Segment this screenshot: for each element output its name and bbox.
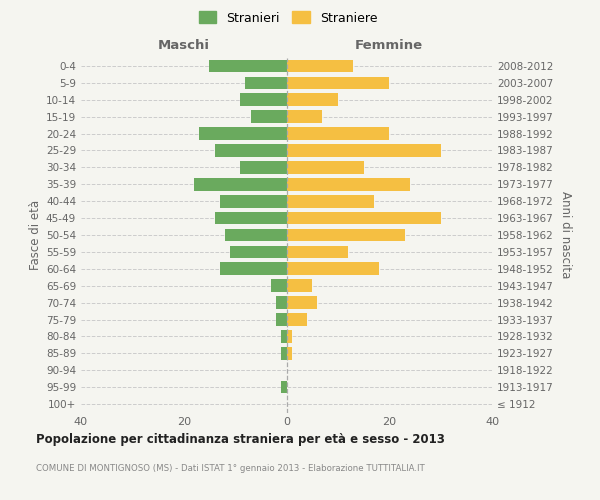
Text: Popolazione per cittadinanza straniera per età e sesso - 2013: Popolazione per cittadinanza straniera p… bbox=[36, 432, 445, 446]
Bar bbox=[281, 381, 287, 394]
Bar bbox=[287, 246, 348, 258]
Bar bbox=[287, 296, 317, 309]
Text: Femmine: Femmine bbox=[355, 39, 424, 52]
Y-axis label: Anni di nascita: Anni di nascita bbox=[559, 192, 572, 278]
Bar bbox=[287, 330, 292, 343]
Bar bbox=[245, 76, 287, 89]
Bar bbox=[287, 144, 440, 157]
Bar bbox=[271, 280, 287, 292]
Bar bbox=[215, 212, 287, 224]
Bar bbox=[281, 347, 287, 360]
Bar bbox=[287, 161, 364, 173]
Bar bbox=[215, 144, 287, 157]
Bar bbox=[287, 110, 322, 123]
Bar bbox=[287, 60, 353, 72]
Bar bbox=[240, 94, 287, 106]
Y-axis label: Fasce di età: Fasce di età bbox=[29, 200, 42, 270]
Bar bbox=[276, 296, 287, 309]
Bar bbox=[287, 313, 307, 326]
Bar bbox=[287, 195, 374, 207]
Bar bbox=[287, 228, 404, 241]
Bar bbox=[230, 246, 287, 258]
Bar bbox=[287, 347, 292, 360]
Bar bbox=[287, 262, 379, 275]
Text: Maschi: Maschi bbox=[158, 39, 210, 52]
Bar bbox=[287, 212, 440, 224]
Bar bbox=[194, 178, 287, 190]
Bar bbox=[225, 228, 287, 241]
Bar bbox=[220, 195, 287, 207]
Legend: Stranieri, Straniere: Stranieri, Straniere bbox=[194, 6, 382, 30]
Bar bbox=[287, 76, 389, 89]
Bar bbox=[287, 127, 389, 140]
Bar bbox=[251, 110, 287, 123]
Bar bbox=[199, 127, 287, 140]
Bar bbox=[276, 313, 287, 326]
Bar bbox=[220, 262, 287, 275]
Bar bbox=[287, 178, 410, 190]
Bar bbox=[281, 330, 287, 343]
Bar bbox=[240, 161, 287, 173]
Bar bbox=[287, 94, 338, 106]
Bar bbox=[209, 60, 287, 72]
Text: COMUNE DI MONTIGNOSO (MS) - Dati ISTAT 1° gennaio 2013 - Elaborazione TUTTITALIA: COMUNE DI MONTIGNOSO (MS) - Dati ISTAT 1… bbox=[36, 464, 425, 473]
Bar bbox=[287, 280, 312, 292]
